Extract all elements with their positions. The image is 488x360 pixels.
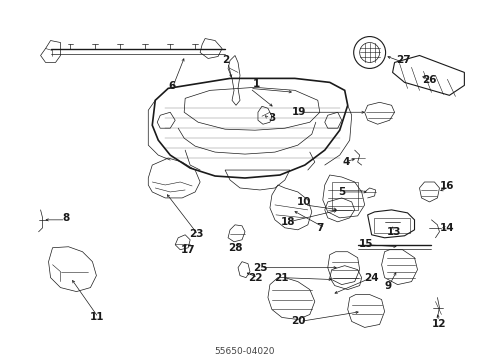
Text: 4: 4: [341, 157, 349, 167]
Text: 1: 1: [252, 79, 259, 89]
Text: 28: 28: [227, 243, 242, 253]
Text: 11: 11: [90, 312, 104, 323]
Text: 13: 13: [386, 227, 400, 237]
Text: 17: 17: [181, 245, 195, 255]
Text: 6: 6: [168, 81, 176, 91]
Text: 16: 16: [439, 181, 454, 191]
Text: 21: 21: [273, 273, 287, 283]
Text: 12: 12: [431, 319, 446, 329]
Text: 18: 18: [280, 217, 295, 227]
Text: 22: 22: [247, 273, 262, 283]
Text: 19: 19: [291, 107, 305, 117]
Text: 5: 5: [337, 187, 345, 197]
Text: 9: 9: [383, 280, 390, 291]
Text: 7: 7: [315, 223, 323, 233]
Text: 26: 26: [421, 75, 436, 85]
Text: 23: 23: [188, 229, 203, 239]
Text: 10: 10: [296, 197, 310, 207]
Text: 8: 8: [62, 213, 69, 223]
Text: 3: 3: [268, 113, 275, 123]
Circle shape: [353, 37, 385, 68]
Text: 25: 25: [252, 263, 266, 273]
Text: 20: 20: [291, 316, 305, 327]
Text: 27: 27: [395, 55, 410, 66]
Text: 14: 14: [439, 223, 454, 233]
Text: 55650-04020: 55650-04020: [214, 347, 274, 356]
Text: 15: 15: [358, 239, 372, 249]
Text: 2: 2: [222, 55, 229, 66]
Text: 24: 24: [364, 273, 378, 283]
